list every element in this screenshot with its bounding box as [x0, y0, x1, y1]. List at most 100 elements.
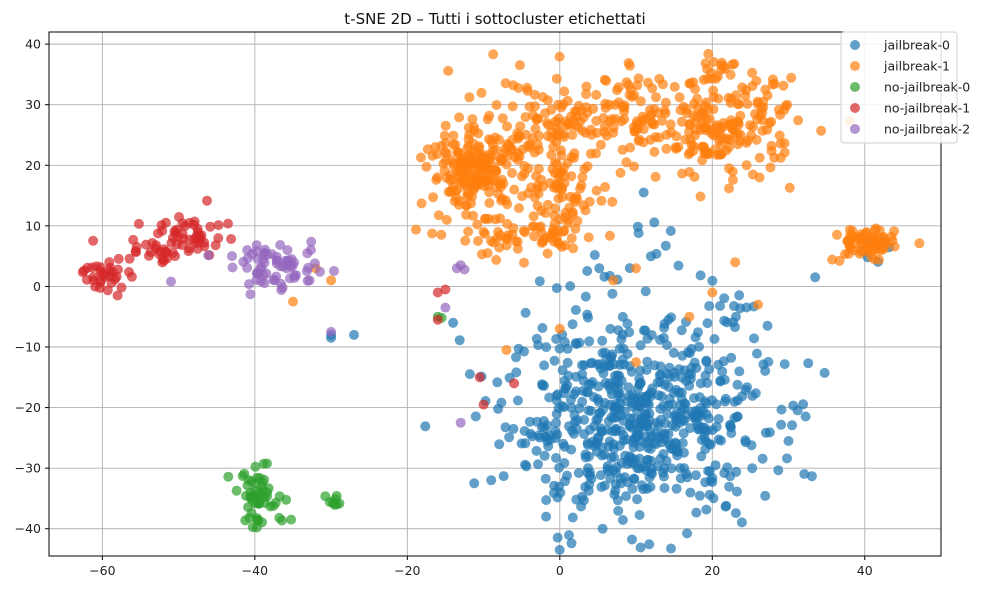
data-point [428, 192, 439, 203]
data-point [433, 210, 444, 221]
data-point [124, 253, 135, 264]
data-point [512, 395, 523, 406]
data-point [258, 458, 269, 469]
data-point [740, 385, 751, 395]
data-point [519, 346, 529, 357]
data-point [632, 431, 643, 442]
data-point [700, 58, 711, 69]
data-point [641, 391, 652, 402]
data-point [676, 387, 687, 398]
data-point [715, 375, 726, 386]
data-point [549, 203, 560, 214]
data-point [88, 275, 99, 286]
data-point [627, 534, 637, 545]
data-point [729, 412, 740, 423]
data-point [635, 542, 646, 553]
data-point [519, 227, 530, 238]
data-point [539, 450, 550, 461]
data-point [589, 250, 600, 260]
data-points [77, 48, 925, 555]
data-point [682, 528, 693, 539]
data-point [95, 262, 106, 273]
data-point [655, 377, 666, 387]
data-point [416, 152, 426, 163]
data-point [531, 171, 542, 182]
data-point [699, 100, 710, 111]
data-point [213, 220, 224, 231]
data-point [511, 367, 522, 378]
data-point [701, 504, 712, 515]
data-point [291, 270, 301, 281]
data-point [530, 123, 541, 134]
data-point [326, 326, 337, 337]
data-point [690, 124, 701, 135]
data-point [580, 449, 591, 460]
data-point [663, 400, 674, 411]
data-point [639, 325, 649, 336]
data-point [832, 229, 842, 240]
data-point [174, 212, 184, 222]
data-point [422, 144, 433, 155]
data-point [577, 172, 588, 183]
data-point [571, 339, 582, 350]
data-point [463, 176, 474, 187]
data-point [732, 486, 742, 497]
data-point [314, 266, 325, 277]
data-point [580, 291, 591, 302]
data-point [183, 246, 194, 257]
data-point [641, 365, 652, 375]
data-point [567, 512, 578, 523]
data-point [740, 90, 751, 101]
data-point [557, 365, 568, 376]
data-point [326, 275, 337, 286]
data-point [511, 352, 521, 363]
data-point [552, 532, 563, 543]
data-point [199, 237, 210, 248]
data-point [632, 80, 643, 91]
data-point [651, 92, 661, 103]
data-point [283, 255, 294, 266]
data-point [583, 379, 594, 390]
data-point [436, 229, 447, 240]
data-point [455, 417, 466, 428]
data-point [556, 150, 567, 161]
data-point [700, 477, 711, 488]
data-point [494, 439, 505, 450]
data-point [566, 233, 577, 244]
data-point [472, 219, 483, 230]
data-point [205, 221, 216, 232]
data-point [778, 80, 789, 91]
data-point [227, 262, 238, 273]
data-point [657, 79, 668, 90]
data-point [665, 226, 676, 236]
data-point [793, 115, 804, 126]
data-point [526, 182, 537, 193]
data-point [692, 93, 703, 104]
data-point [463, 226, 474, 237]
data-point [549, 355, 560, 366]
data-point [578, 495, 589, 506]
data-point [678, 428, 689, 439]
data-point [696, 435, 707, 445]
data-point [579, 164, 590, 175]
data-point [160, 217, 171, 228]
data-point [496, 155, 507, 166]
data-point [237, 471, 248, 481]
data-point [491, 144, 502, 155]
data-point [691, 417, 702, 428]
data-point [621, 491, 631, 502]
data-point [633, 135, 644, 146]
data-point [467, 114, 478, 125]
data-point [131, 247, 141, 258]
data-point [464, 92, 475, 103]
data-point [634, 510, 645, 520]
data-point [466, 198, 476, 209]
data-point [615, 167, 626, 178]
data-point [484, 213, 494, 224]
data-point [783, 436, 794, 446]
data-point [507, 101, 518, 112]
data-point [766, 140, 777, 151]
data-point [684, 78, 695, 89]
data-point [661, 455, 672, 466]
data-point [458, 166, 469, 177]
